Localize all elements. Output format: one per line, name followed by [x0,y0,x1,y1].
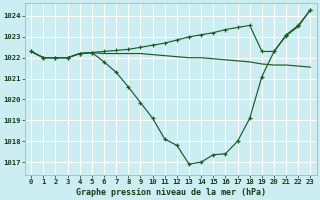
X-axis label: Graphe pression niveau de la mer (hPa): Graphe pression niveau de la mer (hPa) [76,188,266,197]
